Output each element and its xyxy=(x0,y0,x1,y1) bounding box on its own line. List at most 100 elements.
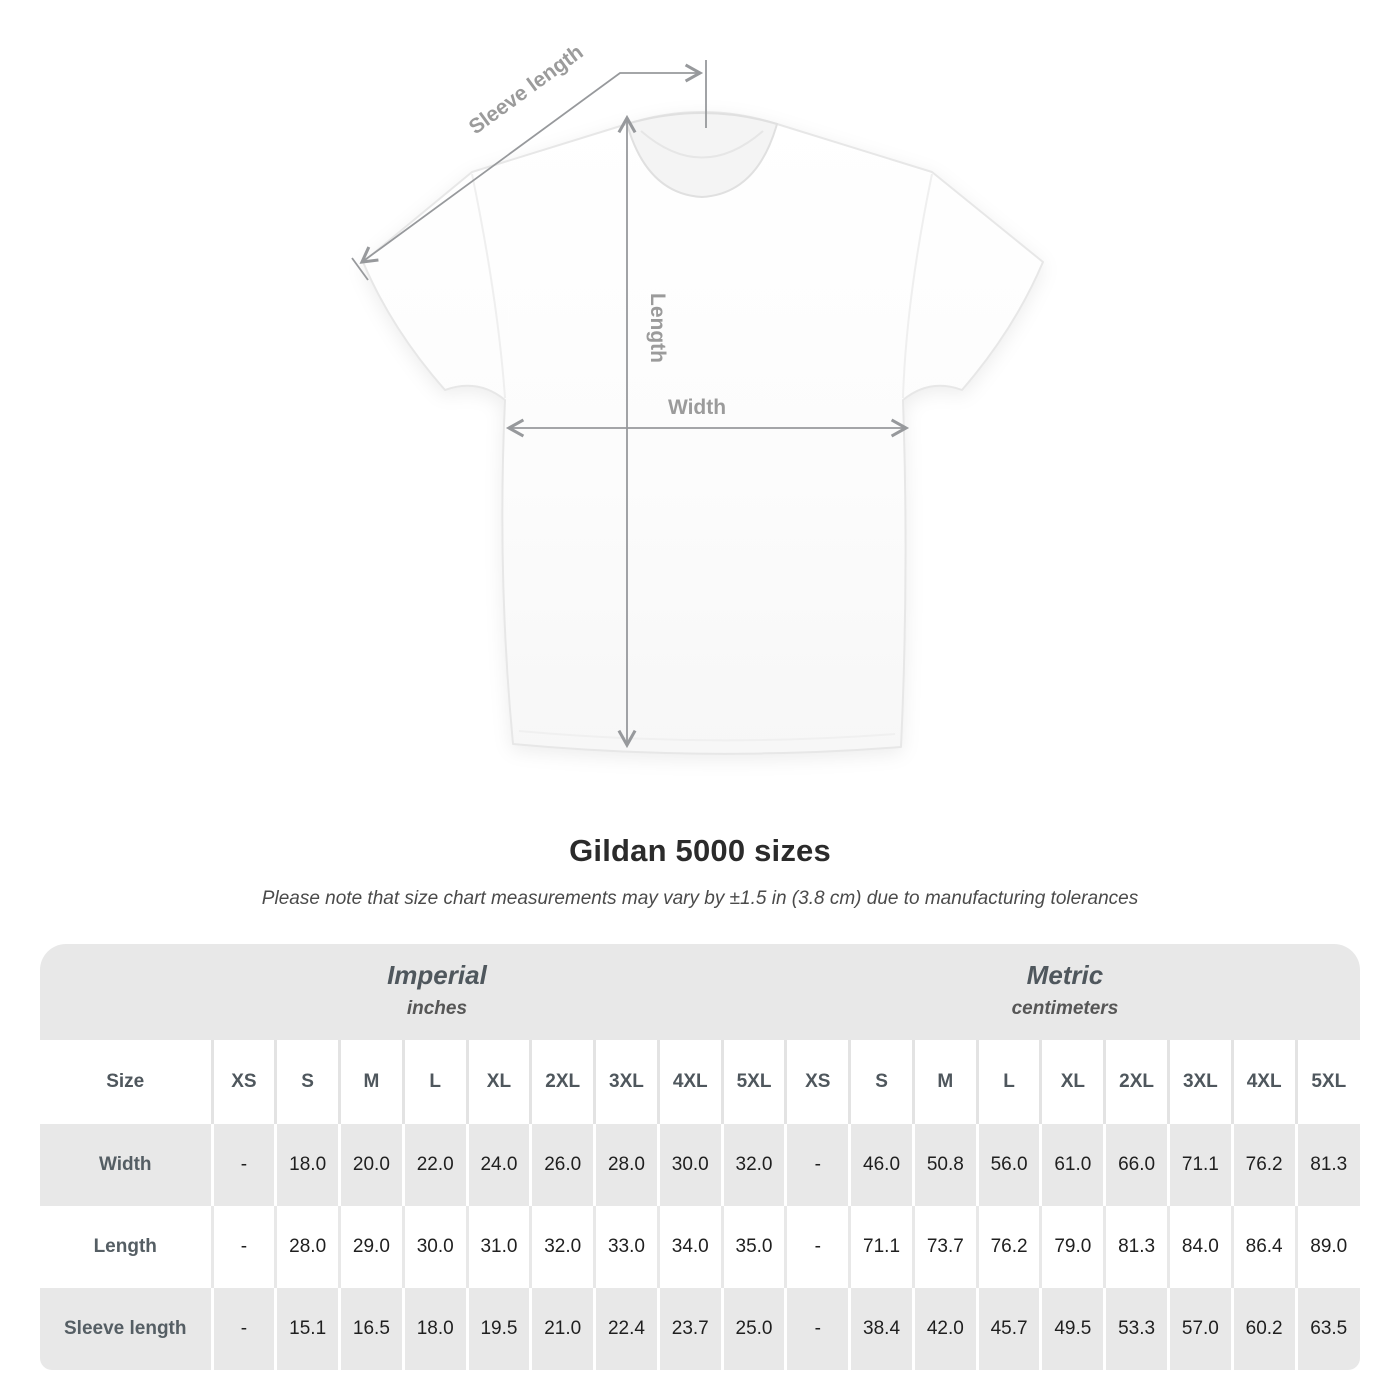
size-header-row: Size XS S M L XL 2XL 3XL 4XL 5XL XS S M L XL 2XL 3XL 4XL 5… xyxy=(40,1040,1360,1124)
size-column-header: Size xyxy=(40,1040,212,1124)
metric-value: 38.4 xyxy=(848,1288,914,1370)
metric-value: 66.0 xyxy=(1103,1124,1169,1206)
size-header-cell-imperial: 5XL xyxy=(720,1040,786,1124)
size-header-cell-metric: 2XL xyxy=(1103,1040,1169,1124)
imperial-value: - xyxy=(210,1206,276,1288)
imperial-value: 25.0 xyxy=(720,1288,786,1370)
imperial-value: 20.0 xyxy=(338,1124,404,1206)
metric-value: 42.0 xyxy=(911,1288,978,1370)
size-header-cell-metric: 5XL xyxy=(1294,1040,1360,1124)
imperial-value: 22.0 xyxy=(401,1124,468,1206)
metric-value: 60.2 xyxy=(1230,1288,1297,1370)
metric-value: 84.0 xyxy=(1166,1206,1233,1288)
metric-value: 73.7 xyxy=(911,1206,978,1288)
size-table-container: Imperial inches Metric centimeters Size X… xyxy=(40,944,1360,1370)
metric-value: 49.5 xyxy=(1039,1288,1105,1370)
metric-group-header: Metric centimeters xyxy=(785,944,1360,1040)
imperial-value: 16.5 xyxy=(338,1288,404,1370)
measurement-row-label: Length xyxy=(40,1206,212,1288)
imperial-value: 18.0 xyxy=(401,1288,468,1370)
imperial-value: 28.0 xyxy=(593,1124,659,1206)
size-header-cell-metric: XS xyxy=(784,1040,850,1124)
sleeve-length-label: Sleeve length xyxy=(465,40,588,139)
size-header-cell-metric: S xyxy=(848,1040,914,1124)
imperial-value: 31.0 xyxy=(465,1206,531,1288)
measurement-row-width: Width -18.0 20.0 22.0 24.0 26.0 28.0 30.0 32.0-4… xyxy=(40,1124,1360,1206)
imperial-value: 34.0 xyxy=(656,1206,723,1288)
imperial-value: 23.7 xyxy=(656,1288,723,1370)
metric-value: - xyxy=(784,1124,850,1206)
imperial-value: 21.0 xyxy=(529,1288,595,1370)
metric-value: 45.7 xyxy=(975,1288,1041,1370)
metric-value: 89.0 xyxy=(1294,1206,1360,1288)
measurement-annotations xyxy=(351,60,910,749)
metric-group-subtitle: centimeters xyxy=(1011,998,1119,1019)
imperial-value: 24.0 xyxy=(465,1124,531,1206)
tolerance-note: Please note that size chart measurements… xyxy=(261,888,1139,909)
tshirt-body xyxy=(362,111,1044,755)
size-header-cell-metric: 4XL xyxy=(1230,1040,1297,1124)
metric-value: 53.3 xyxy=(1103,1288,1169,1370)
imperial-value: 22.4 xyxy=(593,1288,659,1370)
size-header-cell-imperial: 4XL xyxy=(656,1040,723,1124)
metric-value: 81.3 xyxy=(1103,1206,1169,1288)
imperial-value: 30.0 xyxy=(656,1124,723,1206)
imperial-value: - xyxy=(210,1288,276,1370)
size-header-cell-imperial: L xyxy=(401,1040,468,1124)
right-armhole-seam xyxy=(902,173,933,399)
metric-value: 50.8 xyxy=(911,1124,978,1206)
imperial-value: - xyxy=(210,1124,276,1206)
imperial-value: 32.0 xyxy=(529,1206,595,1288)
imperial-value: 35.0 xyxy=(720,1206,786,1288)
size-chart-table: Imperial inches Metric centimeters Size X… xyxy=(40,944,1360,1370)
unit-group-row: Imperial inches Metric centimeters xyxy=(40,944,1360,1040)
metric-value: 76.2 xyxy=(975,1206,1041,1288)
size-header-cell-metric: L xyxy=(975,1040,1041,1124)
tshirt-diagram: Sleeve length Length Width xyxy=(351,40,1044,755)
size-header-cell-imperial: XL xyxy=(465,1040,531,1124)
imperial-value: 30.0 xyxy=(401,1206,468,1288)
imperial-value: 29.0 xyxy=(338,1206,404,1288)
imperial-value: 28.0 xyxy=(274,1206,340,1288)
sleeve-cuff-tick xyxy=(351,257,369,281)
size-header-cell-imperial: 3XL xyxy=(593,1040,659,1124)
metric-value: 57.0 xyxy=(1166,1288,1233,1370)
imperial-group-title: Imperial xyxy=(387,960,487,990)
metric-value: - xyxy=(784,1206,850,1288)
metric-value: 79.0 xyxy=(1039,1206,1105,1288)
size-header-cell-metric: 3XL xyxy=(1166,1040,1233,1124)
metric-value: 46.0 xyxy=(848,1124,914,1206)
imperial-value: 18.0 xyxy=(274,1124,340,1206)
size-header-cell-imperial: S xyxy=(274,1040,340,1124)
metric-group-title: Metric xyxy=(1026,960,1104,990)
size-header-cell-imperial: 2XL xyxy=(529,1040,595,1124)
size-header-cell-metric: XL xyxy=(1039,1040,1105,1124)
tshirt-illustration xyxy=(362,111,1044,755)
measurement-row-length: Length -28.0 29.0 30.0 31.0 32.0 33.0 34.0 35.0-… xyxy=(40,1206,1360,1288)
measurement-row-label: Sleeve length xyxy=(40,1288,212,1370)
size-table-body: Width -18.0 20.0 22.0 24.0 26.0 28.0 30.0 32.0-4… xyxy=(40,1124,1360,1370)
imperial-value: 26.0 xyxy=(529,1124,595,1206)
sleeve-length-arrow xyxy=(359,63,704,264)
metric-value: - xyxy=(784,1288,850,1370)
width-label: Width xyxy=(668,396,726,419)
metric-value: 71.1 xyxy=(848,1206,914,1288)
measurement-row-sleeve-length: Sleeve length -15.1 16.5 18.0 19.5 21.0 22.4 23… xyxy=(40,1288,1360,1370)
length-label: Length xyxy=(646,293,669,363)
metric-value: 71.1 xyxy=(1166,1124,1233,1206)
imperial-value: 33.0 xyxy=(593,1206,659,1288)
metric-value: 61.0 xyxy=(1039,1124,1105,1206)
measurement-row-label: Width xyxy=(40,1124,212,1206)
size-header-cell-imperial: XS xyxy=(210,1040,276,1124)
metric-value: 56.0 xyxy=(975,1124,1041,1206)
size-header-cell-imperial: M xyxy=(338,1040,404,1124)
hem-stitch xyxy=(518,730,896,742)
metric-value: 63.5 xyxy=(1294,1288,1360,1370)
page-title: Gildan 5000 sizes xyxy=(569,833,831,868)
metric-value: 86.4 xyxy=(1230,1206,1297,1288)
imperial-group-subtitle: inches xyxy=(406,998,468,1019)
size-header-cell-metric: M xyxy=(911,1040,978,1124)
imperial-value: 19.5 xyxy=(465,1288,531,1370)
metric-value: 76.2 xyxy=(1230,1124,1297,1206)
